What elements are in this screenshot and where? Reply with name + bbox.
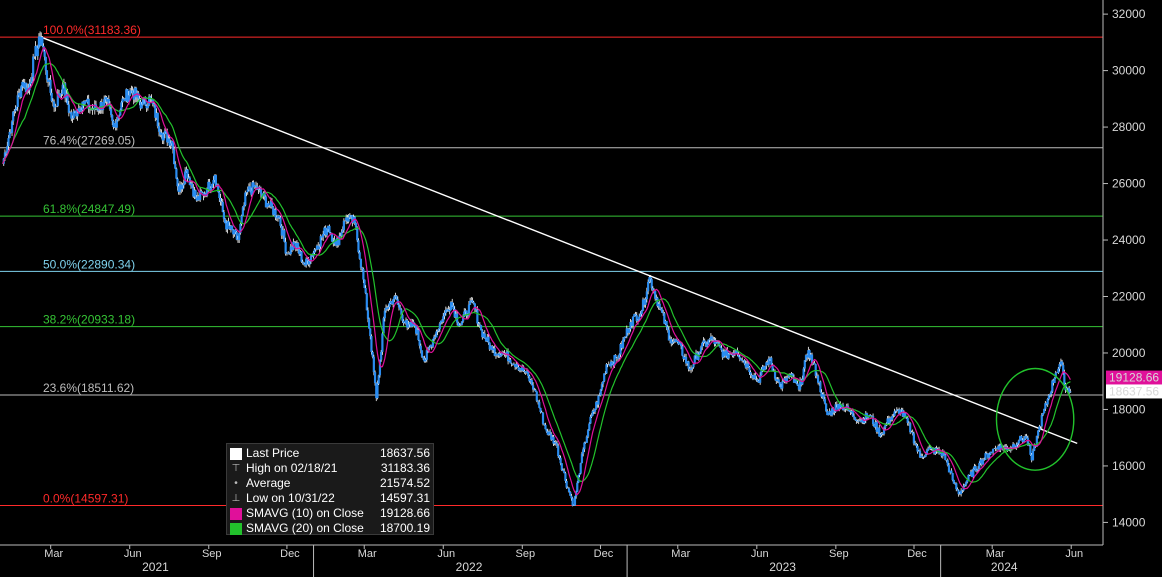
y-tick-label: 18000 bbox=[1112, 402, 1146, 416]
x-tick-label: Jun bbox=[1065, 548, 1083, 560]
highlight-circle bbox=[995, 367, 1075, 471]
x-year-label: 2021 bbox=[142, 560, 169, 574]
legend-row-sma10: SMAVG (10) on Close 19128.66 bbox=[230, 506, 430, 521]
x-tick-label: Dec bbox=[280, 548, 300, 560]
legend-row-last-price: Last Price 18637.56 bbox=[230, 446, 430, 461]
x-tick-label: Sep bbox=[516, 548, 536, 560]
white-box-icon bbox=[230, 447, 242, 460]
x-year-label: 2022 bbox=[456, 560, 483, 574]
x-year-label: 2023 bbox=[769, 560, 796, 574]
x-tick-label: Mar bbox=[671, 548, 690, 560]
legend-name: SMAVG (10) on Close bbox=[246, 506, 364, 520]
sma20-line bbox=[2, 62, 1071, 483]
y-tick-label: 16000 bbox=[1112, 459, 1146, 473]
legend-name: Low on 10/31/22 bbox=[246, 491, 335, 505]
average-marker-icon: • bbox=[234, 477, 238, 489]
x-tick-label: Jun bbox=[124, 548, 142, 560]
x-tick-label: Sep bbox=[202, 548, 222, 560]
x-tick-label: Jun bbox=[751, 548, 769, 560]
legend-name: SMAVG (20) on Close bbox=[246, 521, 364, 535]
fib-label: 76.4%(27269.05) bbox=[43, 134, 135, 148]
x-tick-label: Dec bbox=[907, 548, 927, 560]
fib-label: 0.0%(14597.31) bbox=[43, 492, 128, 506]
fib-label: 100.0%(31183.36) bbox=[43, 23, 141, 37]
y-tick-label: 30000 bbox=[1112, 64, 1146, 78]
sma10-line bbox=[2, 47, 1071, 496]
legend-value: 14597.31 bbox=[379, 491, 430, 505]
y-tick-label: 14000 bbox=[1112, 515, 1146, 529]
legend-value: 18700.19 bbox=[379, 521, 430, 535]
y-tick-label: 20000 bbox=[1112, 346, 1146, 360]
legend-row-high: ⊤ High on 02/18/21 31183.36 bbox=[230, 461, 430, 476]
fib-label: 61.8%(24847.49) bbox=[43, 202, 135, 216]
x-year-label: 2024 bbox=[991, 560, 1018, 574]
y-tick-label: 22000 bbox=[1112, 290, 1146, 304]
legend: Last Price 18637.56 ⊤ High on 02/18/21 3… bbox=[226, 443, 434, 535]
x-tick-label: Jun bbox=[437, 548, 455, 560]
fib-label: 38.2%(20933.18) bbox=[43, 313, 135, 327]
legend-name: Average bbox=[246, 476, 291, 490]
low-marker-icon: ⊥ bbox=[231, 492, 241, 504]
fib-levels: 100.0%(31183.36) 76.4%(27269.05) 61.8%(248… bbox=[0, 23, 1103, 507]
legend-row-low: ⊥ Low on 10/31/22 14597.31 bbox=[230, 491, 430, 506]
y-tick-label: 32000 bbox=[1112, 7, 1146, 21]
x-tick-label: Mar bbox=[44, 548, 63, 560]
legend-value: 19128.66 bbox=[379, 506, 430, 520]
legend-value: 18637.56 bbox=[379, 446, 430, 460]
x-tick-label: Mar bbox=[986, 548, 1005, 560]
high-marker-icon: ⊤ bbox=[231, 462, 241, 474]
series-layer bbox=[2, 31, 1075, 507]
y-tick-label: 24000 bbox=[1112, 233, 1146, 247]
trendline-layer bbox=[40, 36, 1078, 444]
y-tick-label: 26000 bbox=[1112, 177, 1146, 191]
x-tick-label: Mar bbox=[358, 548, 377, 560]
x-tick-label: Dec bbox=[594, 548, 614, 560]
price-badge-label: 18637.56 bbox=[1109, 384, 1159, 398]
price-badge bbox=[1106, 384, 1162, 399]
legend-value: 31183.36 bbox=[380, 461, 430, 475]
x-tick-label: Sep bbox=[829, 548, 849, 560]
legend-value: 21574.52 bbox=[379, 476, 430, 490]
magenta-box-icon bbox=[230, 507, 242, 520]
trendline bbox=[40, 36, 1078, 444]
price-badge-label: 19128.66 bbox=[1109, 371, 1159, 385]
fib-label: 23.6%(18511.62) bbox=[43, 381, 134, 395]
legend-row-average: • Average 21574.52 bbox=[230, 476, 430, 491]
y-tick-label: 28000 bbox=[1112, 120, 1146, 134]
green-box-icon bbox=[230, 522, 242, 535]
legend-name: Last Price bbox=[246, 446, 300, 460]
fib-label: 50.0%(22890.34) bbox=[43, 257, 135, 271]
price-badge bbox=[1106, 370, 1162, 385]
legend-name: High on 02/18/21 bbox=[246, 461, 338, 475]
legend-row-sma20: SMAVG (20) on Close 18700.19 bbox=[230, 521, 430, 536]
